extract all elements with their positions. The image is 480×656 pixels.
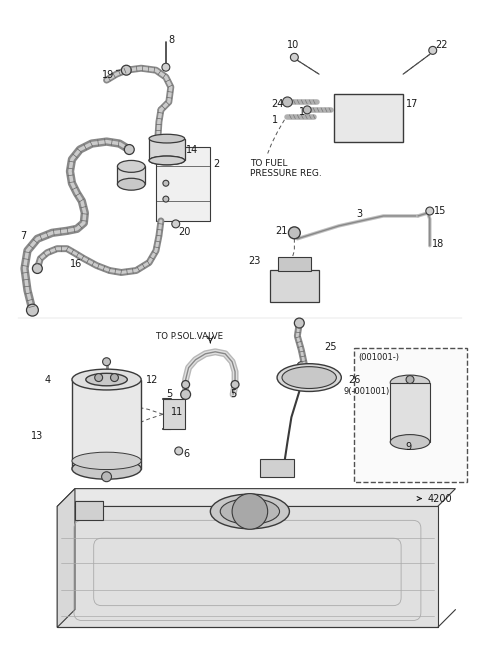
Circle shape (429, 47, 437, 54)
Ellipse shape (149, 156, 185, 165)
Text: 25: 25 (324, 342, 336, 352)
Ellipse shape (390, 434, 430, 449)
Circle shape (283, 97, 292, 107)
Bar (270, 270, 319, 302)
Ellipse shape (118, 161, 145, 173)
Text: 1: 1 (272, 115, 278, 125)
Text: TO P.SOL.VALVE: TO P.SOL.VALVE (156, 332, 223, 341)
Bar (149, 138, 185, 161)
Circle shape (110, 374, 119, 382)
Text: 18: 18 (432, 239, 444, 249)
Ellipse shape (86, 373, 127, 386)
Circle shape (124, 144, 134, 154)
Text: PRESSURE REG.: PRESSURE REG. (250, 169, 322, 178)
Bar (334, 94, 403, 142)
Text: 14: 14 (186, 144, 198, 155)
Polygon shape (57, 489, 75, 627)
Text: 16: 16 (70, 258, 82, 268)
Text: 26: 26 (349, 375, 361, 384)
Circle shape (288, 227, 300, 239)
Bar (163, 400, 185, 429)
Bar (156, 146, 210, 221)
Ellipse shape (282, 367, 336, 388)
Circle shape (102, 472, 111, 482)
Circle shape (231, 380, 239, 388)
Circle shape (26, 304, 38, 316)
Ellipse shape (277, 363, 341, 392)
Text: 24: 24 (272, 99, 284, 109)
Circle shape (232, 493, 268, 529)
Text: 12: 12 (146, 375, 158, 384)
Bar (72, 380, 141, 469)
Text: 9: 9 (405, 442, 411, 452)
Circle shape (290, 53, 298, 61)
Bar (260, 459, 294, 477)
Text: 22: 22 (436, 41, 448, 51)
Circle shape (182, 380, 190, 388)
Text: 1: 1 (300, 107, 305, 117)
Text: 8: 8 (169, 35, 175, 45)
Circle shape (172, 220, 180, 228)
Circle shape (303, 106, 311, 114)
Ellipse shape (72, 369, 141, 390)
Circle shape (121, 65, 131, 75)
Polygon shape (57, 506, 438, 627)
Bar (390, 382, 430, 442)
Text: 3: 3 (357, 209, 363, 219)
Text: 10: 10 (288, 41, 300, 51)
Ellipse shape (118, 178, 145, 190)
Bar (118, 167, 145, 184)
Ellipse shape (72, 459, 141, 480)
Text: 13: 13 (30, 431, 43, 441)
Ellipse shape (220, 499, 279, 524)
Text: 11: 11 (171, 407, 183, 417)
Text: 4: 4 (44, 375, 50, 384)
Text: 15: 15 (434, 206, 446, 216)
Text: 17: 17 (406, 99, 419, 109)
Circle shape (175, 447, 183, 455)
Ellipse shape (390, 375, 430, 390)
Ellipse shape (149, 156, 185, 165)
Circle shape (95, 374, 103, 382)
Circle shape (297, 361, 305, 369)
Circle shape (163, 180, 169, 186)
Circle shape (162, 63, 170, 72)
Polygon shape (57, 489, 456, 506)
Text: 7: 7 (21, 231, 27, 241)
Circle shape (316, 365, 322, 371)
Bar (277, 256, 311, 272)
Bar (75, 501, 103, 520)
Ellipse shape (72, 452, 141, 470)
Circle shape (163, 196, 169, 202)
Text: 20: 20 (179, 227, 191, 237)
Ellipse shape (149, 134, 185, 143)
Text: 21: 21 (276, 226, 288, 236)
Text: 5: 5 (166, 390, 172, 400)
Text: 2: 2 (213, 159, 219, 169)
Circle shape (33, 264, 42, 274)
Text: (001001-): (001001-) (359, 353, 400, 362)
Circle shape (180, 390, 191, 400)
Circle shape (426, 207, 434, 215)
Text: 4200: 4200 (417, 493, 453, 504)
Text: 5: 5 (230, 390, 236, 400)
Text: TO FUEL: TO FUEL (250, 159, 288, 169)
Text: 19: 19 (102, 70, 114, 80)
Text: 6: 6 (184, 449, 190, 459)
Bar (354, 348, 468, 482)
Text: 9(-001001): 9(-001001) (344, 388, 390, 396)
Text: 23: 23 (248, 256, 260, 266)
Circle shape (103, 358, 110, 365)
Circle shape (406, 376, 414, 384)
Ellipse shape (210, 494, 289, 529)
Circle shape (294, 318, 304, 328)
